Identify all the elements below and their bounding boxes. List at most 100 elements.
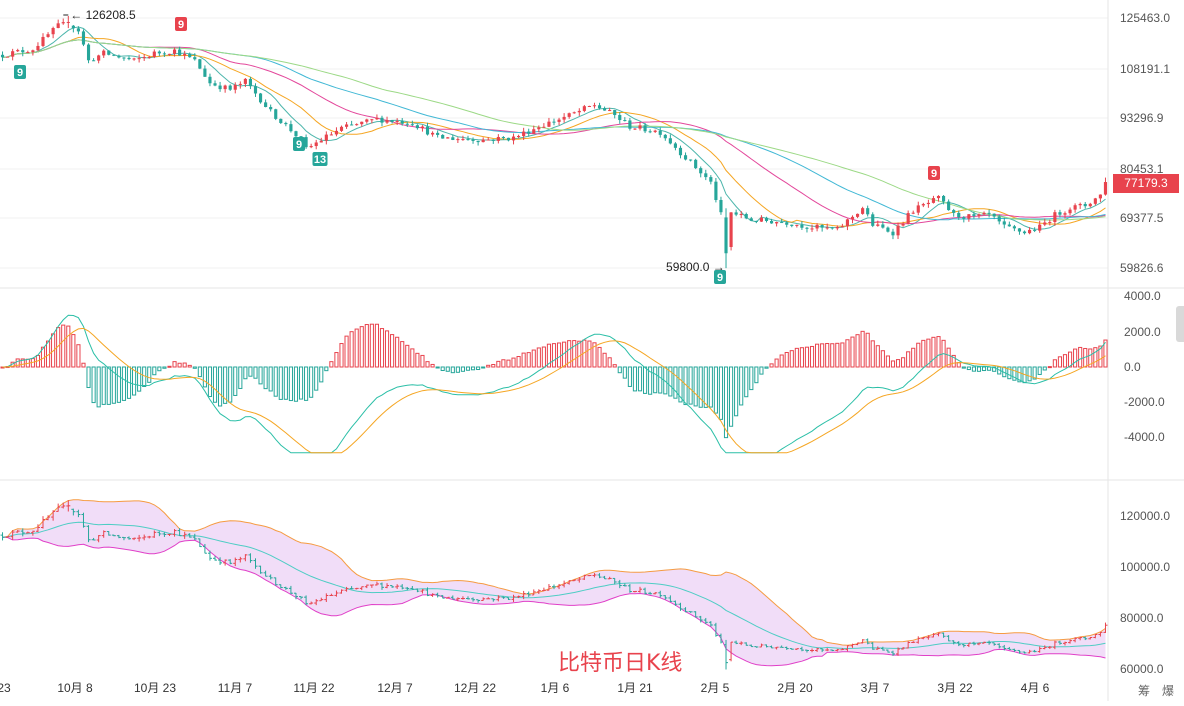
candle-body-98 <box>496 136 500 141</box>
macd-bar-169 <box>855 334 860 368</box>
macd-bar-211 <box>1067 351 1073 368</box>
candle-body-197 <box>997 216 1001 222</box>
candle-body-101 <box>511 136 516 141</box>
macd-bar-45 <box>228 366 233 403</box>
macd-bar-21 <box>106 366 111 405</box>
macd-bar-60 <box>304 366 309 401</box>
macd-panel <box>0 314 1108 454</box>
candle-body-201 <box>1017 228 1022 232</box>
candle-body-154 <box>780 222 784 224</box>
boll-tick-2: 80000.0 <box>1120 611 1164 625</box>
candle-body-11 <box>56 23 60 29</box>
macd-bar-171 <box>865 332 870 368</box>
macd-bar-176 <box>890 360 896 368</box>
candle-body-27 <box>137 58 141 60</box>
macd-dif-line <box>2 314 1106 454</box>
candle-body-214 <box>1083 203 1087 207</box>
ma-line-1 <box>2 36 1106 227</box>
macd-bar-119 <box>602 352 607 368</box>
macd-bar-193 <box>976 366 982 372</box>
candle-body-4 <box>21 50 25 53</box>
candle-body-117 <box>592 105 597 107</box>
candle-body-39 <box>198 59 202 69</box>
macd-bar-4 <box>20 358 25 368</box>
macd-bar-91 <box>460 366 465 372</box>
candle-body-126 <box>638 125 642 129</box>
candle-body-44 <box>223 85 227 90</box>
macd-bar-165 <box>835 342 840 368</box>
candle-body-110 <box>557 119 561 122</box>
candle-body-16 <box>81 31 86 45</box>
candle-body-35 <box>178 49 182 56</box>
candle-body-165 <box>835 226 839 229</box>
candle-body-82 <box>415 125 419 129</box>
candle-body-26 <box>132 58 136 60</box>
macd-bar-155 <box>784 351 789 368</box>
axis-layer: 125463.0 108191.1 93296.9 80453.1 69377.5 598… <box>0 11 1170 695</box>
macd-bar-208 <box>1052 359 1057 368</box>
corner-labels[interactable]: 筹爆 <box>1138 682 1184 699</box>
macd-bar-150 <box>759 366 764 375</box>
macd-bar-69 <box>349 331 354 368</box>
macd-bar-52 <box>263 366 268 390</box>
candle-body-65 <box>329 134 333 136</box>
corner-label-1[interactable]: 爆 <box>1162 684 1175 698</box>
candle-body-161 <box>815 224 819 229</box>
date-tick-0: 23 <box>0 681 11 695</box>
macd-bar-145 <box>734 366 739 417</box>
macd-bar-62 <box>314 366 319 391</box>
macd-bar-159 <box>804 346 810 368</box>
candle-body-105 <box>532 129 536 134</box>
macd-bar-88 <box>445 366 450 372</box>
macd-bar-194 <box>981 366 987 372</box>
candle-body-20 <box>102 50 106 56</box>
date-tick-7: 1月 6 <box>541 681 570 695</box>
candle-body-190 <box>962 217 966 219</box>
candle-body-206 <box>1043 222 1047 225</box>
candle-body-132 <box>668 138 672 144</box>
candle-body-167 <box>845 219 850 227</box>
macd-bar-158 <box>799 347 804 368</box>
macd-bar-161 <box>815 343 820 368</box>
candle-body-195 <box>987 212 991 214</box>
candle-body-136 <box>689 159 693 161</box>
ma-line-4 <box>2 39 1106 221</box>
macd-bar-180 <box>911 347 916 368</box>
candle-body-76 <box>385 120 389 123</box>
macd-bar-37 <box>187 364 192 368</box>
candle-body-59 <box>299 136 303 138</box>
candle-body-198 <box>1002 221 1006 225</box>
candle-body-71 <box>360 121 364 125</box>
candle-body-58 <box>294 131 298 137</box>
macd-bar-104 <box>526 352 531 368</box>
candle-body-93 <box>471 139 475 141</box>
candle-body-147 <box>744 214 748 219</box>
corner-label-0[interactable]: 筹 <box>1138 684 1151 698</box>
candle-body-100 <box>506 137 511 141</box>
macd-bar-151 <box>764 366 769 369</box>
macd-bar-172 <box>870 340 875 368</box>
date-tick-13: 4月 6 <box>1021 681 1050 695</box>
macd-bar-112 <box>567 340 572 368</box>
macd-bar-184 <box>931 336 936 368</box>
candle-body-50 <box>253 86 258 94</box>
candle-body-103 <box>522 131 526 136</box>
macd-bar-68 <box>344 335 349 368</box>
macd-bar-177 <box>895 359 901 368</box>
candle-body-75 <box>380 117 384 123</box>
macd-bar-133 <box>673 366 678 399</box>
macd-bar-55 <box>278 366 283 400</box>
candle-body-138 <box>699 168 703 174</box>
panel-resize-handle[interactable] <box>1176 306 1184 342</box>
date-tick-12: 3月 22 <box>937 681 973 695</box>
candle-body-94 <box>476 140 480 143</box>
candle-body-53 <box>269 107 273 110</box>
candle-body-119 <box>603 108 607 111</box>
candle-body-108 <box>547 121 551 127</box>
macd-bar-120 <box>607 357 612 368</box>
candle-body-74 <box>375 117 379 120</box>
candle-body-85 <box>431 132 435 135</box>
